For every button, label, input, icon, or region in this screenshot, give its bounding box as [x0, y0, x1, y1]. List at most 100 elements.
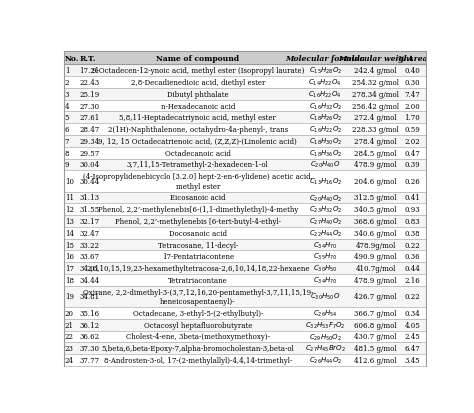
Text: 0.40: 0.40	[405, 67, 420, 75]
Text: 2.45: 2.45	[405, 332, 420, 341]
Bar	[64, 100, 426, 112]
Bar	[64, 159, 426, 171]
Text: 4.05: 4.05	[405, 321, 420, 329]
Text: 228.33 g/mol: 228.33 g/mol	[352, 126, 399, 134]
Text: 21: 21	[65, 321, 74, 329]
Text: 284.5 g/mol: 284.5 g/mol	[354, 149, 397, 157]
Text: 31.55: 31.55	[79, 206, 100, 214]
Text: Molecular formula: Molecular formula	[285, 55, 365, 63]
Text: 16: 16	[65, 253, 74, 261]
Text: 0.22: 0.22	[405, 241, 420, 249]
Text: 0.41: 0.41	[405, 194, 420, 202]
Text: % Area: % Area	[398, 55, 427, 63]
Text: $C_{30}H_{50}$: $C_{30}H_{50}$	[313, 263, 337, 273]
Text: $C_{20}H_{40}O$: $C_{20}H_{40}O$	[310, 160, 340, 170]
Text: 478.9g/mol: 478.9g/mol	[356, 241, 396, 249]
Text: Dibutyl phthalate: Dibutyl phthalate	[167, 90, 228, 99]
Text: n-Hexadecanoic acid: n-Hexadecanoic acid	[161, 102, 235, 110]
Text: 2,8-Decadienedioic acid, diethyl ester: 2,8-Decadienedioic acid, diethyl ester	[131, 79, 265, 87]
Text: $C_{18}H_{36}O_2$: $C_{18}H_{36}O_2$	[309, 148, 342, 158]
Text: $C_{23}H_{32}O_2$: $C_{23}H_{32}O_2$	[309, 204, 342, 215]
Text: 23: 23	[65, 344, 73, 352]
Text: 3,7,11,15-Tetramethyl-2-hexadecen-1-ol: 3,7,11,15-Tetramethyl-2-hexadecen-1-ol	[127, 161, 269, 169]
Text: $C_{14}H_{22}O_4$: $C_{14}H_{22}O_4$	[309, 78, 342, 88]
Bar	[64, 89, 426, 100]
Text: 0.93: 0.93	[405, 206, 420, 214]
Text: $C_{26}H_{54}$: $C_{26}H_{54}$	[313, 308, 337, 318]
Text: 2,6,10,15,19,23-hexamethyltetracosa-2,6,10,14,18,22-hexaene: 2,6,10,15,19,23-hexamethyltetracosa-2,6,…	[86, 264, 310, 273]
Text: $C_{18}H_{30}O_2$: $C_{18}H_{30}O_2$	[309, 136, 342, 147]
Bar	[64, 216, 426, 227]
Text: 204.6 g/mol: 204.6 g/mol	[354, 178, 397, 185]
Text: 7.47: 7.47	[405, 90, 420, 99]
Text: 254.32 g/mol: 254.32 g/mol	[352, 79, 399, 87]
Text: $C_{16}H_{22}O_2$: $C_{16}H_{22}O_2$	[309, 125, 342, 135]
Text: 6: 6	[65, 126, 69, 134]
Text: 34.44: 34.44	[79, 276, 100, 284]
Text: 0.34: 0.34	[405, 309, 420, 317]
Text: Octadecane, 3-ethyl-5-(2-ethylbutyl)-: Octadecane, 3-ethyl-5-(2-ethylbutyl)-	[133, 309, 263, 317]
Text: Phenol, 2,2’-methylenebis[6-(1,1-dimethylethyl)-4-methy: Phenol, 2,2’-methylenebis[6-(1,1-dimethy…	[98, 206, 298, 214]
Text: 9-Octadecen-12-ynoic acid, methyl ester (Isopropyl laurate): 9-Octadecen-12-ynoic acid, methyl ester …	[91, 67, 304, 75]
Text: 27.61: 27.61	[79, 114, 100, 122]
Text: 34.01: 34.01	[79, 264, 100, 273]
Text: 340.5 g/mol: 340.5 g/mol	[355, 206, 397, 214]
Text: 6.47: 6.47	[405, 344, 420, 352]
Text: 33.67: 33.67	[79, 253, 99, 261]
Bar	[64, 147, 426, 159]
Text: $C_{34}H_{70}$: $C_{34}H_{70}$	[313, 240, 337, 250]
Text: 340.6 g/mol: 340.6 g/mol	[355, 229, 397, 237]
Text: 1.70: 1.70	[405, 114, 420, 122]
Text: 18: 18	[65, 276, 74, 284]
Text: 12: 12	[65, 206, 74, 214]
Text: $C_{18}H_{26}O_2$: $C_{18}H_{26}O_2$	[309, 113, 342, 123]
Text: 0.83: 0.83	[405, 218, 420, 225]
Text: 478.9 g/mol: 478.9 g/mol	[354, 161, 397, 169]
Text: 256.42 g/mol: 256.42 g/mol	[352, 102, 399, 110]
Text: Oxirane, 2,2-dimethyl-3-(3,7,12,16,20-pentamethyl-3,7,11,15,19-
heneicosapentaen: Oxirane, 2,2-dimethyl-3-(3,7,12,16,20-pe…	[82, 288, 313, 305]
Text: 3.45: 3.45	[405, 356, 420, 364]
Bar	[64, 77, 426, 89]
Text: 28.47: 28.47	[79, 126, 100, 134]
Text: Molecular weight: Molecular weight	[338, 55, 413, 63]
Text: 272.4 g/mol: 272.4 g/mol	[354, 114, 397, 122]
Text: 14: 14	[65, 229, 74, 237]
Bar	[64, 204, 426, 216]
Text: 13: 13	[65, 218, 73, 225]
Text: $C_{27}H_{45}BrO_2$: $C_{27}H_{45}BrO_2$	[305, 343, 346, 354]
Text: 17: 17	[65, 264, 74, 273]
Text: 1: 1	[65, 67, 69, 75]
Text: R.T.: R.T.	[79, 55, 96, 63]
Text: 412.6 g/mol: 412.6 g/mol	[354, 356, 397, 364]
Text: No.: No.	[65, 55, 79, 63]
Text: 0.47: 0.47	[405, 149, 420, 157]
Text: 242.4 g/mol: 242.4 g/mol	[354, 67, 397, 75]
Text: 426.7 g/mol: 426.7 g/mol	[354, 293, 397, 301]
Bar	[64, 239, 426, 251]
Text: $C_{26}H_{44}O_2$: $C_{26}H_{44}O_2$	[309, 355, 342, 365]
Bar	[64, 124, 426, 135]
Text: 15: 15	[65, 241, 74, 249]
Text: 10: 10	[65, 178, 74, 185]
Text: Tetracosane, 11-decyl-: Tetracosane, 11-decyl-	[158, 241, 238, 249]
Text: 312.5 g/mol: 312.5 g/mol	[355, 194, 397, 202]
Text: 37.77: 37.77	[79, 356, 100, 364]
Bar	[64, 52, 426, 65]
Text: 278.34 g/mol: 278.34 g/mol	[352, 90, 399, 99]
Bar	[64, 319, 426, 331]
Text: 490.9 g/mol: 490.9 g/mol	[354, 253, 397, 261]
Bar	[64, 286, 426, 307]
Text: $C_{13}H_{16}O_2$: $C_{13}H_{16}O_2$	[309, 176, 342, 187]
Text: 5,8,11-Heptadecatriynoic acid, methyl ester: 5,8,11-Heptadecatriynoic acid, methyl es…	[119, 114, 276, 122]
Text: 36.12: 36.12	[79, 321, 100, 329]
Text: Octacosyl heptafluorobutyrate: Octacosyl heptafluorobutyrate	[144, 321, 252, 329]
Text: 17.21: 17.21	[79, 67, 100, 75]
Text: $C_{30}H_{50}O$: $C_{30}H_{50}O$	[310, 292, 340, 302]
Bar	[64, 227, 426, 239]
Text: 9, 12, 15 Octadecatrienoic acid, (Z,Z,Z)-(Linolenic acid): 9, 12, 15 Octadecatrienoic acid, (Z,Z,Z)…	[99, 138, 297, 145]
Bar	[64, 307, 426, 319]
Text: 37.30: 37.30	[79, 344, 99, 352]
Text: 30.44: 30.44	[79, 178, 100, 185]
Text: (4-Isopropylidenebicyclo [3.2.0] hept-2-en-6-ylidene) acetic acid,
methyl ester: (4-Isopropylidenebicyclo [3.2.0] hept-2-…	[83, 173, 313, 190]
Text: $C_{29}H_{50}O_2$: $C_{29}H_{50}O_2$	[309, 332, 342, 342]
